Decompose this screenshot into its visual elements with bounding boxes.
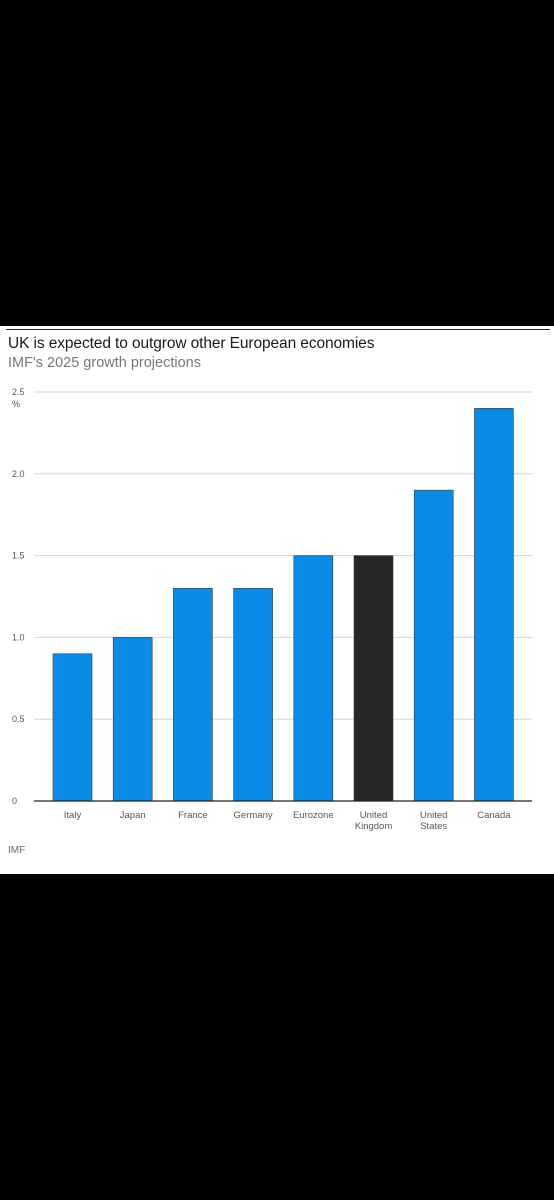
bar-chart: 0 0.5 1.0 1.5 2.0 2.5 Italy Japan France Germany E…	[12, 387, 532, 832]
x-tick-label: Canada	[477, 810, 511, 821]
top-rule	[6, 329, 550, 330]
chart-card: UK is expected to outgrow other European…	[0, 326, 554, 874]
x-tick-label: France	[178, 810, 208, 821]
x-tick-label: Japan	[120, 810, 146, 821]
y-tick-label: 0	[12, 796, 17, 806]
y-tick-label: 0.5	[12, 714, 25, 724]
bar-canada	[474, 408, 514, 802]
bar-japan	[112, 637, 153, 802]
y-tick-label: 2.5	[12, 387, 25, 397]
y-tick-label: 1.5	[12, 551, 25, 561]
chart-title: UK is expected to outgrow other European…	[8, 335, 375, 352]
x-tick-label: Eurozone	[293, 810, 334, 821]
x-tick-label: States	[420, 821, 447, 832]
bar-germany	[233, 588, 273, 802]
bar-france	[173, 588, 213, 802]
bar-italy	[52, 653, 93, 802]
y-axis-unit: %	[12, 399, 21, 409]
bar-united-kingdom	[353, 555, 394, 802]
bar-united-states	[413, 489, 454, 802]
source-note: IMF	[8, 845, 26, 856]
bar-eurozone	[293, 555, 334, 802]
chart-subtitle: IMF's 2025 growth projections	[8, 355, 201, 371]
x-tick-label: Kingdom	[355, 821, 393, 832]
x-tick-label: United	[360, 810, 387, 821]
x-tick-label: United	[420, 810, 447, 821]
x-tick-label: Italy	[64, 810, 82, 821]
y-tick-label: 2.0	[12, 469, 25, 479]
y-tick-label: 1.0	[12, 632, 25, 642]
x-tick-label: Germany	[234, 810, 273, 821]
